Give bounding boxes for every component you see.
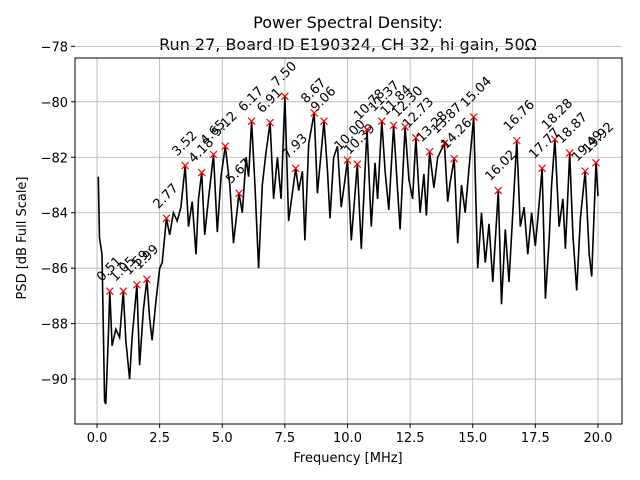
x-axis-label: Frequency [MHz]: [293, 451, 402, 466]
peak-label: 5.12: [209, 109, 240, 140]
peak-marker: [181, 161, 190, 170]
peak-marker: [512, 136, 521, 145]
x-tick-label: 10.0: [333, 431, 362, 446]
peak-marker: [353, 160, 362, 169]
plot-frame: [74, 57, 623, 425]
y-tick-label: −86: [41, 262, 68, 277]
psd-line: [97, 96, 599, 405]
peak-marker: [538, 164, 547, 173]
peak-marker: [440, 139, 449, 148]
peak-marker: [565, 149, 574, 158]
peak-marker: [320, 117, 328, 126]
y-tick-label: −84: [41, 207, 68, 222]
chart-subtitle: Run 27, Board ID E190324, CH 32, hi gain…: [159, 35, 537, 54]
peak-marker: [221, 142, 230, 151]
y-axis-label: PSD [dB Full Scale]: [15, 176, 30, 299]
chart-title: Power Spectral Density:: [253, 13, 443, 32]
peak-marker: [411, 133, 420, 142]
peak-marker: [377, 117, 386, 126]
peak-label: 16.76: [501, 98, 538, 135]
x-tick-label: 12.5: [396, 431, 425, 446]
peak-label: 17.77: [526, 125, 563, 162]
peak-marker: [581, 167, 590, 176]
peak-marker: [401, 122, 410, 131]
peak-marker: [450, 154, 459, 163]
peak-marker: [389, 121, 398, 130]
peak-marker: [247, 117, 256, 126]
peak-marker: [162, 214, 171, 223]
peak-marker: [469, 113, 478, 121]
peak-marker: [291, 164, 300, 173]
peak-marker: [105, 287, 114, 296]
peak-marker: [209, 150, 218, 159]
y-tick-label: −82: [41, 151, 68, 166]
peak-marker: [494, 186, 503, 195]
x-tick-label: 7.5: [275, 431, 296, 446]
x-tick-label: 0.0: [87, 431, 108, 446]
x-tick-label: 5.0: [212, 431, 233, 446]
peak-marker: [235, 189, 243, 198]
peak-marker: [425, 147, 434, 156]
peak-marker: [197, 168, 206, 177]
y-tick-label: −78: [41, 40, 68, 55]
peak-label: 15.04: [458, 74, 495, 111]
peak-marker: [310, 108, 319, 117]
y-tick-label: −80: [41, 96, 68, 111]
x-tick-label: 17.5: [521, 431, 550, 446]
peak-marker: [280, 92, 289, 101]
x-tick-label: 20.0: [583, 431, 612, 446]
x-tick-label: 15.0: [458, 431, 487, 446]
peak-marker: [592, 158, 600, 167]
peak-marker: [343, 156, 352, 164]
peak-label: 2.77: [151, 181, 182, 212]
peak-marker: [119, 287, 128, 296]
peak-marker: [142, 275, 151, 284]
peak-marker: [550, 135, 559, 144]
peak-marker: [363, 125, 371, 134]
peak-marker: [132, 280, 141, 289]
y-tick-label: −90: [41, 373, 68, 388]
y-tick-label: −88: [41, 318, 68, 333]
peak-marker: [266, 118, 275, 127]
x-tick-label: 2.5: [149, 431, 170, 446]
